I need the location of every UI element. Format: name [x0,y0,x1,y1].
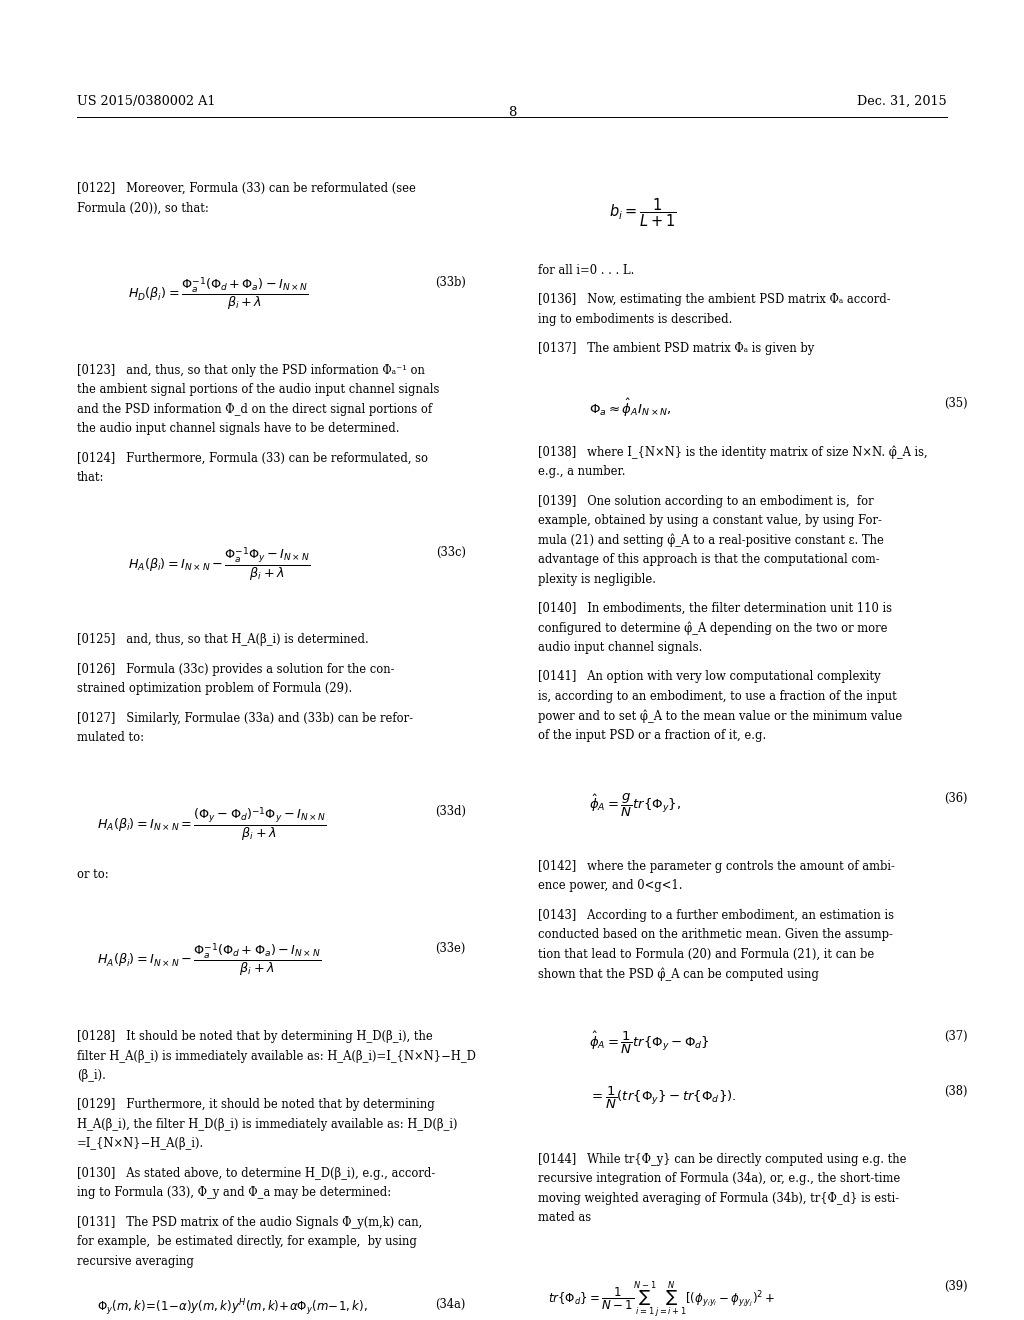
Text: $\hat{\phi}_A=\dfrac{1}{N}tr\{\Phi_y-\Phi_d\}$: $\hat{\phi}_A=\dfrac{1}{N}tr\{\Phi_y-\Ph… [589,1030,710,1056]
Text: example, obtained by using a constant value, by using For-: example, obtained by using a constant va… [538,513,882,527]
Text: e.g., a number.: e.g., a number. [538,465,625,478]
Text: recursive integration of Formula (34a), or, e.g., the short-time: recursive integration of Formula (34a), … [538,1172,900,1185]
Text: $\hat{\phi}_A=\dfrac{g}{N}tr\{\Phi_y\},$: $\hat{\phi}_A=\dfrac{g}{N}tr\{\Phi_y\},$ [589,792,681,818]
Text: power and to set φ̂_A to the mean value or the minimum value: power and to set φ̂_A to the mean value … [538,709,902,723]
Text: $H_D(\beta_i)=\dfrac{\Phi_a^{-1}(\Phi_d+\Phi_a)-I_{N\times N}}{\beta_i+\lambda}$: $H_D(\beta_i)=\dfrac{\Phi_a^{-1}(\Phi_d+… [128,276,309,313]
Text: [0131]   The PSD matrix of the audio Signals Φ_y(m,k) can,: [0131] The PSD matrix of the audio Signa… [77,1216,422,1229]
Text: filter H_A(β_i) is immediately available as: H_A(β_i)=I_{N×N}−H_D: filter H_A(β_i) is immediately available… [77,1049,476,1063]
Text: that:: that: [77,471,104,484]
Text: [0125]   and, thus, so that H_A(β_i) is determined.: [0125] and, thus, so that H_A(β_i) is de… [77,634,369,647]
Text: for example,  be estimated directly, for example,  by using: for example, be estimated directly, for … [77,1236,417,1249]
Text: recursive averaging: recursive averaging [77,1255,194,1267]
Text: (35): (35) [944,397,968,409]
Text: tion that lead to Formula (20) and Formula (21), it can be: tion that lead to Formula (20) and Formu… [538,948,873,961]
Text: $H_A(\beta_i)=I_{N\times N}-\dfrac{\Phi_a^{-1}(\Phi_d+\Phi_a)-I_{N\times N}}{\be: $H_A(\beta_i)=I_{N\times N}-\dfrac{\Phi_… [97,942,322,979]
Text: (33d): (33d) [435,805,466,818]
Text: [0128]   It should be noted that by determining H_D(β_i), the: [0128] It should be noted that by determ… [77,1030,432,1043]
Text: [0130]   As stated above, to determine H_D(β_i), e.g., accord-: [0130] As stated above, to determine H_D… [77,1167,435,1180]
Text: 8: 8 [508,106,516,119]
Text: (33e): (33e) [435,942,466,956]
Text: (39): (39) [944,1280,968,1292]
Text: [0140]   In embodiments, the filter determination unit 110 is: [0140] In embodiments, the filter determ… [538,602,892,615]
Text: the ambient signal portions of the audio input channel signals: the ambient signal portions of the audio… [77,383,439,396]
Text: [0144]   While tr{Φ_y} can be directly computed using e.g. the: [0144] While tr{Φ_y} can be directly com… [538,1152,906,1166]
Text: ing to embodiments is described.: ing to embodiments is described. [538,313,732,326]
Text: ence power, and 0<g<1.: ence power, and 0<g<1. [538,879,682,892]
Text: (33b): (33b) [435,276,466,289]
Text: of the input PSD or a fraction of it, e.g.: of the input PSD or a fraction of it, e.… [538,729,766,742]
Text: [0136]   Now, estimating the ambient PSD matrix Φₐ accord-: [0136] Now, estimating the ambient PSD m… [538,293,890,306]
Text: $\Phi_y(m,k)\!=\!(1\!-\!\alpha)y(m,k)y^H(m,k)\!+\!\alpha\Phi_y(m\!-\!1,k),$: $\Phi_y(m,k)\!=\!(1\!-\!\alpha)y(m,k)y^H… [97,1298,368,1319]
Text: $=\dfrac{1}{N}(tr\{\Phi_y\}-tr\{\Phi_d\}).$: $=\dfrac{1}{N}(tr\{\Phi_y\}-tr\{\Phi_d\}… [589,1085,736,1110]
Text: (38): (38) [944,1085,968,1097]
Text: $tr\{\Phi_d\}=\dfrac{1}{N-1}\sum_{i=1}^{N-1}\sum_{j=i+1}^{N}[(\phi_{y_iy_i}-\phi: $tr\{\Phi_d\}=\dfrac{1}{N-1}\sum_{i=1}^{… [548,1280,775,1320]
Text: $\Phi_a\approx\hat{\phi}_A I_{N\times N},$: $\Phi_a\approx\hat{\phi}_A I_{N\times N}… [589,397,672,418]
Text: [0123]   and, thus, so that only the PSD information Φₐ⁻¹ on: [0123] and, thus, so that only the PSD i… [77,364,425,376]
Text: [0122]   Moreover, Formula (33) can be reformulated (see: [0122] Moreover, Formula (33) can be ref… [77,182,416,195]
Text: $b_i=\dfrac{1}{L+1}$: $b_i=\dfrac{1}{L+1}$ [609,197,677,230]
Text: (37): (37) [944,1030,968,1043]
Text: ing to Formula (33), Φ_y and Φ_a may be determined:: ing to Formula (33), Φ_y and Φ_a may be … [77,1187,391,1200]
Text: shown that the PSD φ̂_A can be computed using: shown that the PSD φ̂_A can be computed … [538,968,818,981]
Text: configured to determine φ̂_A depending on the two or more: configured to determine φ̂_A depending o… [538,622,887,635]
Text: [0126]   Formula (33c) provides a solution for the con-: [0126] Formula (33c) provides a solution… [77,663,394,676]
Text: [0138]   where I_{N×N} is the identity matrix of size N×N. φ̂_A is,: [0138] where I_{N×N} is the identity mat… [538,446,927,459]
Text: for all i=0 . . . L.: for all i=0 . . . L. [538,264,634,277]
Text: [0143]   According to a further embodiment, an estimation is: [0143] According to a further embodiment… [538,908,894,921]
Text: conducted based on the arithmetic mean. Given the assump-: conducted based on the arithmetic mean. … [538,928,893,941]
Text: [0139]   One solution according to an embodiment is,  for: [0139] One solution according to an embo… [538,495,873,507]
Text: H_A(β_i), the filter H_D(β_i) is immediately available as: H_D(β_i): H_A(β_i), the filter H_D(β_i) is immedia… [77,1118,458,1131]
Text: =I_{N×N}−H_A(β_i).: =I_{N×N}−H_A(β_i). [77,1138,204,1151]
Text: [0137]   The ambient PSD matrix Φₐ is given by: [0137] The ambient PSD matrix Φₐ is give… [538,342,814,355]
Text: (36): (36) [944,792,968,804]
Text: audio input channel signals.: audio input channel signals. [538,642,702,653]
Text: strained optimization problem of Formula (29).: strained optimization problem of Formula… [77,682,352,696]
Text: Formula (20)), so that:: Formula (20)), so that: [77,202,209,215]
Text: mula (21) and setting φ̂_A to a real-positive constant ε. The: mula (21) and setting φ̂_A to a real-pos… [538,533,884,546]
Text: the audio input channel signals have to be determined.: the audio input channel signals have to … [77,422,399,436]
Text: (β_i).: (β_i). [77,1069,105,1082]
Text: mulated to:: mulated to: [77,731,143,744]
Text: $H_A(\beta_i)=I_{N\times N}=\dfrac{(\Phi_y-\Phi_d)^{-1}\Phi_y-I_{N\times N}}{\be: $H_A(\beta_i)=I_{N\times N}=\dfrac{(\Phi… [97,805,327,843]
Text: Dec. 31, 2015: Dec. 31, 2015 [857,95,947,108]
Text: is, according to an embodiment, to use a fraction of the input: is, according to an embodiment, to use a… [538,690,896,702]
Text: (34a): (34a) [435,1298,466,1311]
Text: (33c): (33c) [436,545,466,558]
Text: or to:: or to: [77,867,109,880]
Text: [0127]   Similarly, Formulae (33a) and (33b) can be refor-: [0127] Similarly, Formulae (33a) and (33… [77,711,413,725]
Text: [0124]   Furthermore, Formula (33) can be reformulated, so: [0124] Furthermore, Formula (33) can be … [77,451,428,465]
Text: US 2015/0380002 A1: US 2015/0380002 A1 [77,95,215,108]
Text: moving weighted averaging of Formula (34b), tr{Φ_d} is esti-: moving weighted averaging of Formula (34… [538,1192,899,1205]
Text: [0142]   where the parameter g controls the amount of ambi-: [0142] where the parameter g controls th… [538,859,895,873]
Text: plexity is negligible.: plexity is negligible. [538,573,655,586]
Text: $H_A(\beta_i)=I_{N\times N}-\dfrac{\Phi_a^{-1}\Phi_y-I_{N\times N}}{\beta_i+\lam: $H_A(\beta_i)=I_{N\times N}-\dfrac{\Phi_… [128,545,310,583]
Text: and the PSD information Φ_d on the direct signal portions of: and the PSD information Φ_d on the direc… [77,403,432,416]
Text: advantage of this approach is that the computational com-: advantage of this approach is that the c… [538,553,880,566]
Text: [0129]   Furthermore, it should be noted that by determining: [0129] Furthermore, it should be noted t… [77,1098,434,1111]
Text: mated as: mated as [538,1212,591,1225]
Text: [0141]   An option with very low computational complexity: [0141] An option with very low computati… [538,671,881,684]
